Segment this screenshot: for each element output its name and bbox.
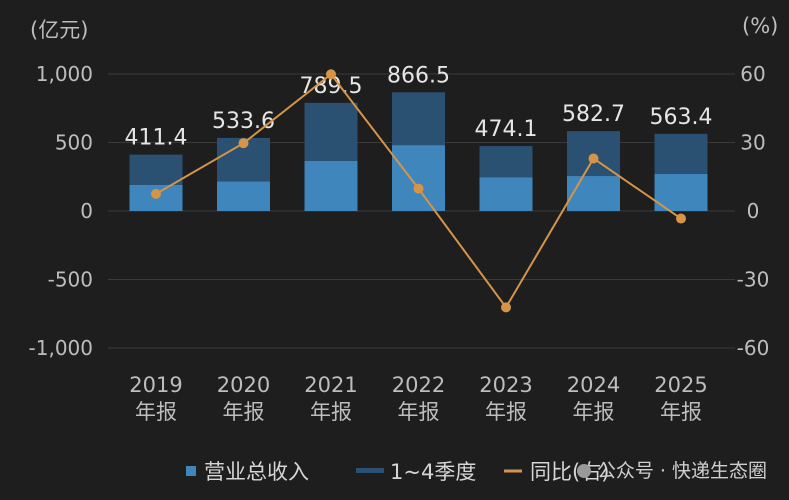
x-axis-tick: 年报 (573, 400, 615, 424)
left-axis-tick: 0 (80, 199, 93, 223)
data-label: 533.6 (212, 109, 275, 134)
yoy-point (501, 302, 511, 313)
right-axis-tick: 30 (740, 131, 765, 155)
bar-revenue (654, 174, 708, 211)
right-axis-tick: -30 (737, 268, 770, 292)
x-axis-tick: 年报 (660, 400, 702, 424)
data-label: 411.4 (125, 126, 188, 151)
bar-revenue (217, 181, 270, 211)
left-axis-tick: -1,000 (29, 336, 93, 360)
bar-revenue (392, 145, 445, 211)
x-axis-tick: 2023 (479, 373, 532, 397)
bar-revenue (479, 177, 533, 211)
legend-label: 1~4季度 (390, 460, 476, 484)
watermark: 公众号 · 快递生态圈 (576, 456, 767, 483)
x-axis-tick: 2021 (304, 373, 357, 397)
legend-swatch (356, 468, 384, 473)
x-axis-tick: 2019 (129, 373, 182, 397)
right-axis-unit: (%) (742, 14, 779, 38)
x-axis-tick: 2020 (217, 373, 270, 397)
left-axis-tick: 1,000 (36, 62, 93, 86)
x-axis-tick: 年报 (135, 400, 177, 424)
yoy-point (151, 188, 161, 199)
x-axis-tick: 2022 (392, 373, 445, 397)
bar-revenue (304, 160, 358, 211)
data-label: 866.5 (387, 63, 450, 88)
legend-swatch (186, 466, 196, 476)
watermark-text: 公众号 · 快递生态圈 (596, 460, 767, 482)
x-axis-tick: 年报 (223, 400, 265, 424)
data-label: 563.4 (650, 105, 713, 130)
left-axis-tick: 500 (55, 131, 93, 155)
wechat-icon (576, 464, 591, 478)
yoy-point (588, 153, 599, 164)
x-axis-tick: 2024 (567, 373, 620, 397)
right-axis-tick: -60 (737, 336, 770, 360)
legend-label: 营业总收入 (204, 460, 309, 484)
left-axis-tick: -500 (48, 268, 93, 292)
x-axis-tick: 年报 (310, 400, 352, 424)
data-label: 582.7 (562, 102, 625, 127)
yoy-point (326, 69, 336, 80)
legend-label: 同比(右) (530, 460, 609, 484)
data-label: 474.1 (475, 117, 538, 142)
x-axis-tick: 年报 (485, 400, 527, 424)
yoy-point (676, 213, 686, 224)
right-axis-tick: 0 (747, 199, 760, 223)
left-axis-unit: (亿元) (30, 18, 89, 42)
bar-revenue (567, 176, 620, 211)
x-axis-tick: 2025 (654, 373, 707, 397)
yoy-point (413, 183, 424, 194)
right-axis-tick: 60 (740, 62, 765, 86)
yoy-point (238, 138, 249, 149)
x-axis-tick: 年报 (398, 400, 440, 424)
